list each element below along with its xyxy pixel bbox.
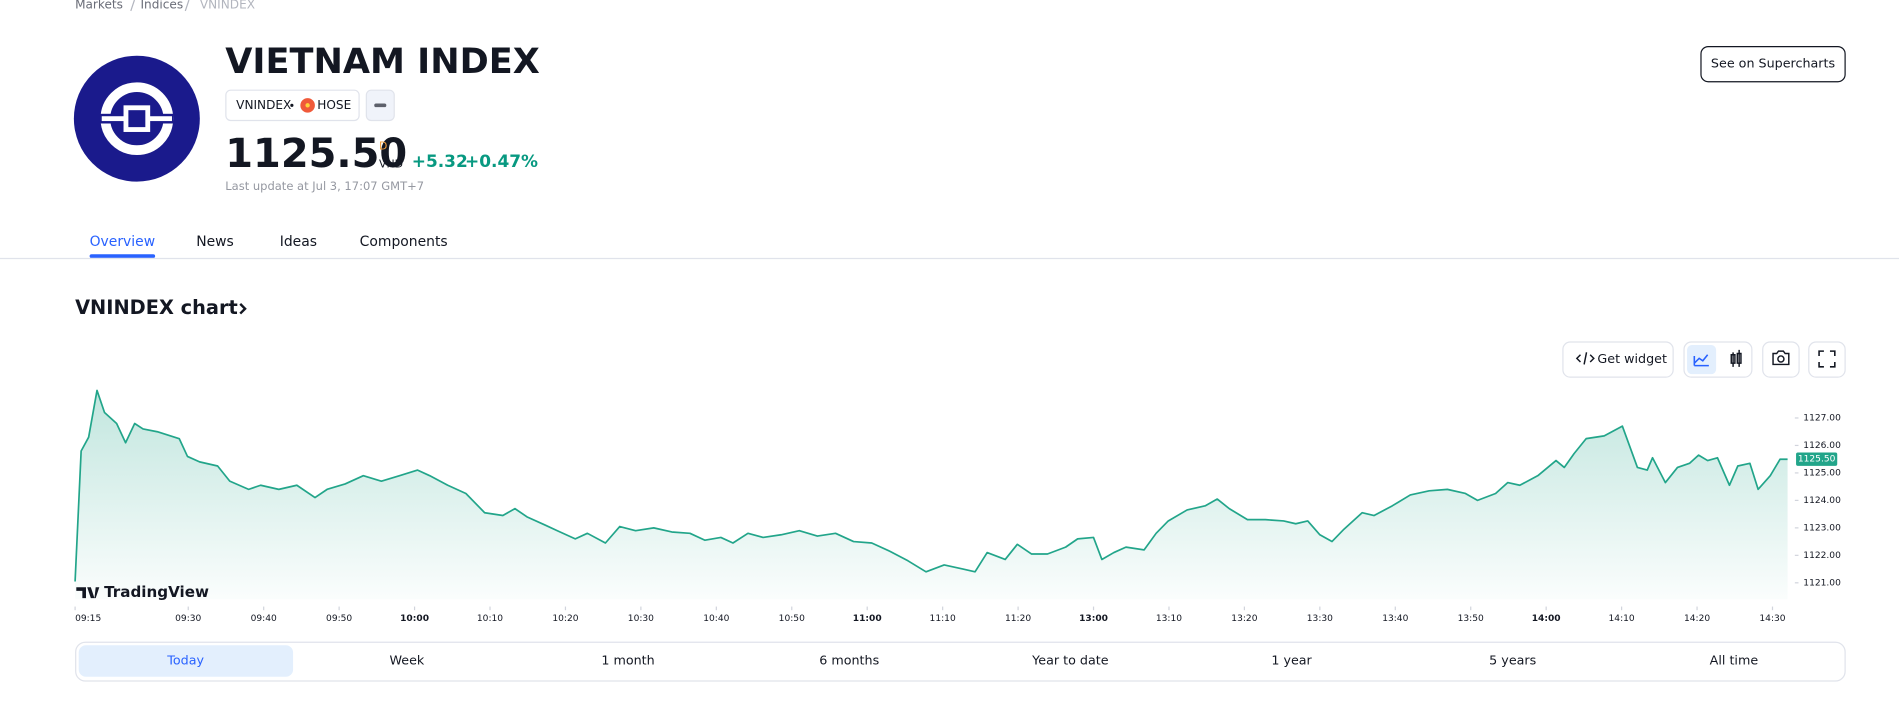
x-tick-label: 13:20 xyxy=(1231,614,1257,624)
ranges: Today Week 1 month 6 months Year to date 1 ye… xyxy=(78,645,1759,677)
range-active xyxy=(78,645,294,677)
x-tick-label: 14:30 xyxy=(1759,614,1785,624)
dot xyxy=(290,103,294,107)
snapshot-button[interactable] xyxy=(1762,341,1800,378)
x-tick-label: 10:10 xyxy=(477,614,503,624)
watermark: TradingView xyxy=(104,583,209,601)
range-button[interactable]: 1 month xyxy=(601,653,654,668)
y-tick-label: 1123.00 xyxy=(1803,523,1841,533)
x-tick-label: 09:30 xyxy=(175,614,201,624)
x-tick-label: 09:15 xyxy=(75,614,101,624)
price-tag-label: 1125.50 xyxy=(1798,455,1836,465)
y-tick-label: 1122.00 xyxy=(1803,551,1841,561)
currency: VND xyxy=(379,158,403,171)
candle-icon[interactable] xyxy=(1730,349,1742,367)
plot: 1121.00 1122.00 1123.00 1124.00 1125.00 1126.… xyxy=(74,389,1841,624)
last-update: Last update at Jul 3, 17:07 GMT+7 xyxy=(225,179,424,193)
tv-logo xyxy=(76,587,100,599)
tab-underline xyxy=(89,254,156,258)
fullscreen-button[interactable] xyxy=(1808,341,1846,378)
change: +5.32 xyxy=(412,151,468,171)
widget-label: Get widget xyxy=(1597,351,1667,366)
x-tick-label: 14:20 xyxy=(1684,614,1710,624)
x-tick-label: 09:50 xyxy=(326,614,352,624)
range-bar xyxy=(75,641,1846,682)
y-tick-label: 1124.00 xyxy=(1803,496,1841,506)
symbol: VNINDEX xyxy=(236,98,291,112)
y-tick-label: 1126.00 xyxy=(1803,441,1841,451)
currency-symbol: D xyxy=(379,139,387,152)
y-tick-label: 1121.00 xyxy=(1803,578,1841,588)
x-tick-label: 11:10 xyxy=(930,614,956,624)
logo xyxy=(73,55,200,182)
x-tick-label: 14:00 xyxy=(1532,614,1561,624)
breadcrumb[interactable]: Markets xyxy=(75,0,123,11)
x-tick-label: 10:30 xyxy=(628,614,654,624)
separator xyxy=(184,0,190,12)
supercharts-button[interactable] xyxy=(1700,46,1846,83)
x-tick-label: 09:40 xyxy=(251,614,277,624)
flag-star xyxy=(305,103,310,108)
range-button[interactable]: 6 months xyxy=(819,653,879,668)
price: 1125.50 xyxy=(225,131,407,177)
x-tick-label: 13:00 xyxy=(1079,614,1108,624)
change-percent: +0.47% xyxy=(465,151,538,171)
breadcrumb: VNINDEX xyxy=(200,0,255,11)
code-icon xyxy=(1575,352,1595,365)
range-button[interactable]: 5 years xyxy=(1489,653,1536,668)
x-tick-label: 13:50 xyxy=(1458,614,1484,624)
tab[interactable]: News xyxy=(196,234,234,250)
breadcrumb[interactable]: Indices xyxy=(140,0,183,11)
area xyxy=(75,390,1788,600)
widget-button[interactable] xyxy=(1562,341,1674,378)
tab[interactable]: Ideas xyxy=(280,234,317,250)
camera-icon xyxy=(1772,350,1790,366)
x-tick-label: 10:50 xyxy=(779,614,805,624)
x-tick-label: 14:10 xyxy=(1609,614,1635,624)
line xyxy=(74,389,1788,582)
x-tick-label: 10:20 xyxy=(552,614,578,624)
supercharts-label: See on Supercharts xyxy=(1711,56,1835,71)
x-tick-label: 10:40 xyxy=(703,614,729,624)
title: VIETNAM INDEX xyxy=(225,41,540,82)
more-icon xyxy=(374,103,387,108)
x-tick-label: 10:00 xyxy=(400,614,429,624)
y-tick-label: 1127.00 xyxy=(1803,413,1841,423)
range-button[interactable]: 1 year xyxy=(1271,653,1312,668)
x-tick-label: 13:10 xyxy=(1156,614,1182,624)
range-button[interactable]: All time xyxy=(1710,653,1759,668)
camera-lens xyxy=(1777,355,1785,363)
x-tick-label: 13:40 xyxy=(1382,614,1408,624)
x-tick-label: 13:30 xyxy=(1307,614,1333,624)
exchange: HOSE xyxy=(317,98,351,112)
x-tick-label: 11:20 xyxy=(1005,614,1031,624)
fullscreen-icon xyxy=(1818,350,1836,368)
line-icon xyxy=(1693,354,1709,367)
range-button[interactable]: Year to date xyxy=(1031,653,1109,668)
chevron xyxy=(239,303,247,315)
separator xyxy=(130,0,136,12)
range-button[interactable]: Today xyxy=(166,653,204,668)
x-tick-label: 11:00 xyxy=(853,614,882,624)
tabs: Overview News Ideas Components xyxy=(89,234,448,258)
tab[interactable]: Components xyxy=(360,234,448,250)
tab[interactable]: Overview xyxy=(90,234,155,250)
price-tag xyxy=(1796,452,1838,466)
y-tick-label: 1125.00 xyxy=(1803,468,1841,478)
range-button[interactable]: Week xyxy=(389,653,424,668)
chart-heading[interactable]: VNINDEX chart xyxy=(75,296,238,319)
